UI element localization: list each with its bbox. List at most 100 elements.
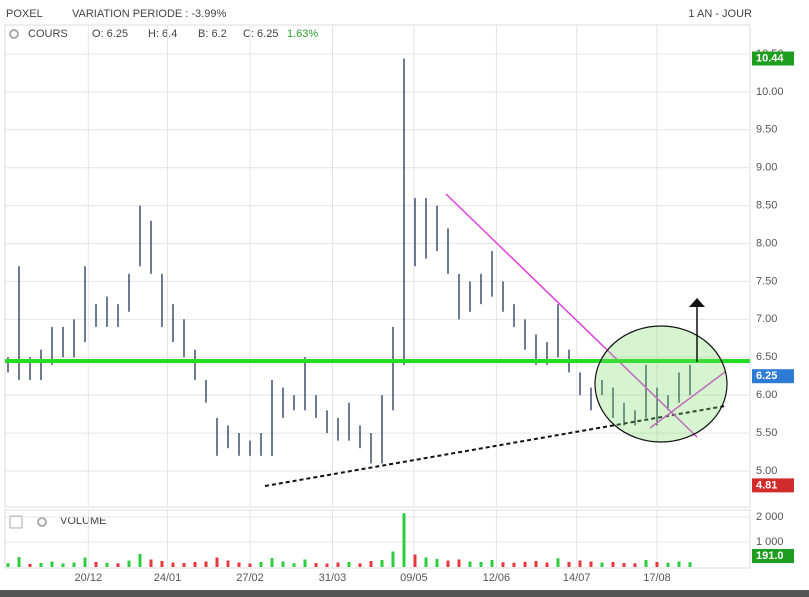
quote-open: O: 6.25 [92,28,128,40]
volume-bar [589,561,593,567]
volume-bar [534,561,538,567]
volume-bar [545,562,549,567]
x-tick-label: 27/02 [236,572,264,584]
price-panel [4,24,751,508]
volume-bar [325,563,329,567]
y-tick-label: 6.00 [756,389,777,401]
bottom-strip [0,590,809,597]
y-tick-label: 5.50 [756,427,777,439]
volume-bar [83,557,87,567]
high-tag-box [752,51,794,66]
close-icon[interactable] [9,515,23,529]
y-tick-label: 1 000 [756,536,784,548]
volume-bar [468,561,472,567]
y-tick-label: 9.50 [756,124,777,136]
volume-bar [413,554,417,567]
arrow-head [689,298,705,307]
quote-change: 1.63% [287,28,318,40]
drawings [5,193,750,487]
volume-bar [523,561,527,567]
quote-low: B: 6.2 [198,28,227,40]
high-tag: 10.44 [752,51,794,66]
y-tick-label: 8.00 [756,237,777,249]
volume-tag-box [752,549,794,563]
y-tick-label: 6.50 [756,351,777,363]
volume-bar [72,562,76,567]
volume-bar [369,561,373,567]
y-tick-label: 7.00 [756,313,777,325]
volume-tag-label: 191.0 [756,550,784,562]
x-tick-label: 09/05 [400,572,428,584]
subtitle: VARIATION PERIODE : -3.99% [72,8,226,20]
period: 1 AN - JOUR [688,8,752,20]
volume-bar [446,560,450,567]
x-tick-label: 14/07 [563,572,591,584]
volume-bar [17,557,21,567]
volume-bar [193,562,197,567]
volume-bar [358,563,362,567]
volume-bar [237,562,241,567]
volume-bar [94,562,98,567]
volume-bar [677,561,681,567]
trend-line [445,193,698,438]
volume-bar [127,560,131,567]
volume-label: VOLUME [60,515,106,527]
volume-tag: 191.0 [752,549,794,563]
y-tick-label: 10.00 [756,86,784,98]
volume-bar [402,513,406,567]
y-tick-label: 8.50 [756,200,777,212]
y-tick-label: 2 000 [756,511,784,523]
x-tick-label: 24/01 [154,572,182,584]
volume-bar [567,562,571,567]
volume-bar [347,562,351,567]
volume-bar [391,551,395,567]
volume-bar [556,558,560,567]
high-tag-label: 10.44 [756,52,784,64]
settings-icon[interactable] [37,517,47,527]
y-tick-label: 9.00 [756,162,777,174]
volume-bar [182,563,186,567]
volume-bar [644,560,648,567]
volume-bar [28,564,32,567]
volume-bar [149,559,153,567]
volume-bar [655,562,659,567]
volume-bar [6,563,10,567]
price-tags: 10.44 6.25 4.81 191.0 [752,51,794,563]
volume-bar [512,562,516,567]
volume-bar [435,559,439,567]
settings-icon[interactable] [9,29,19,39]
volume-bar [666,562,670,567]
volume-bar [578,560,582,567]
last-tag-box [752,369,794,384]
last-tag-label: 6.25 [756,370,777,382]
x-tick-label: 17/08 [643,572,671,584]
volume-bar [248,563,252,567]
x-tick-label: 12/06 [483,572,511,584]
volume-bar [424,557,428,567]
volume-bar [39,563,43,567]
quote-high: H: 6.4 [148,28,177,40]
volume-bar [490,560,494,567]
volume-bar [380,560,384,567]
marks: 5.00 5.50 6.00 6.50 7.00 7.50 8.00 8.50 9.00 9.50… [5,25,784,584]
volume-bar [600,562,604,567]
last-tag: 6.25 [752,369,794,384]
x-tick-label: 31/03 [319,572,347,584]
volume-bar [105,562,109,567]
support-line [264,405,726,487]
y-tick-label: 7.50 [756,275,777,287]
title: POXEL [6,8,43,20]
highlight-ellipse [594,325,728,443]
panel-label: COURS [28,28,68,40]
volume-bar [270,558,274,567]
volume-bar [336,562,340,567]
volume-bar [314,563,318,567]
volume-bar [611,562,615,567]
volume-bar [501,562,505,567]
volume-bar [479,562,483,567]
trend-line [649,371,726,429]
volume-bar [138,554,142,567]
volume-bar [215,557,219,567]
volume-bar [633,563,637,567]
volume-bar [226,560,230,567]
